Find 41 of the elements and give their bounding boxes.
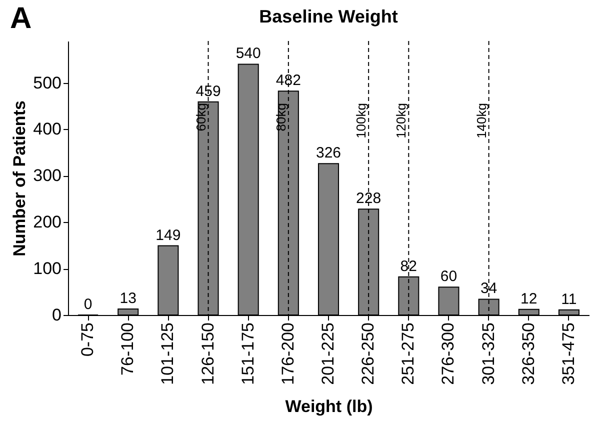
- data-label: 326: [316, 144, 342, 162]
- x-tick-label: 301-325: [478, 322, 498, 385]
- x-tick-label: 101-125: [158, 322, 178, 385]
- x-tick-label: 251-275: [398, 322, 418, 385]
- x-tick-label: 326-350: [518, 322, 538, 385]
- y-tick-label: 300: [33, 166, 62, 186]
- x-tick-label: 176-200: [278, 322, 298, 385]
- ref-line-label: 60kg: [193, 103, 208, 132]
- data-label: 149: [156, 226, 181, 244]
- y-tick-label: 500: [33, 73, 62, 92]
- ref-line-label: 80kg: [273, 103, 288, 132]
- data-label: 13: [120, 290, 136, 307]
- data-label: 540: [236, 45, 261, 62]
- data-label: 459: [196, 82, 221, 100]
- text: A: [10, 2, 32, 35]
- chart-title: Baseline Weight: [259, 6, 398, 26]
- x-tick-label: 201-225: [318, 322, 338, 385]
- ref-line-label: 140kg: [474, 103, 489, 138]
- ref-line-label: 100kg: [354, 103, 369, 138]
- x-tick-label: 276-300: [438, 322, 458, 385]
- ref-line-label: 120kg: [394, 103, 409, 138]
- y-tick-label: 0: [52, 306, 62, 324]
- x-tick-label: 226-250: [358, 322, 378, 385]
- x-tick-label: 126-150: [198, 322, 218, 385]
- y-axis-title: Number of Patients: [10, 100, 30, 256]
- data-label: 60: [440, 268, 458, 286]
- x-tick-label: 76-100: [118, 322, 138, 376]
- data-label: 11: [561, 290, 577, 308]
- data-label: 34: [480, 280, 498, 298]
- y-tick-label: 200: [33, 212, 62, 232]
- data-label: 482: [276, 72, 301, 90]
- x-tick-label: 351-475: [558, 322, 578, 385]
- x-tick-label: 151-175: [238, 322, 258, 385]
- y-tick-label: 100: [33, 259, 62, 278]
- y-tick-label: 400: [33, 120, 62, 139]
- data-label: 228: [356, 190, 382, 208]
- x-axis-title: Weight (lb): [285, 396, 373, 416]
- data-label: 0: [84, 296, 92, 313]
- data-label: 82: [400, 258, 417, 275]
- data-label: 12: [520, 290, 538, 308]
- x-tick-label: 0-75: [78, 322, 98, 357]
